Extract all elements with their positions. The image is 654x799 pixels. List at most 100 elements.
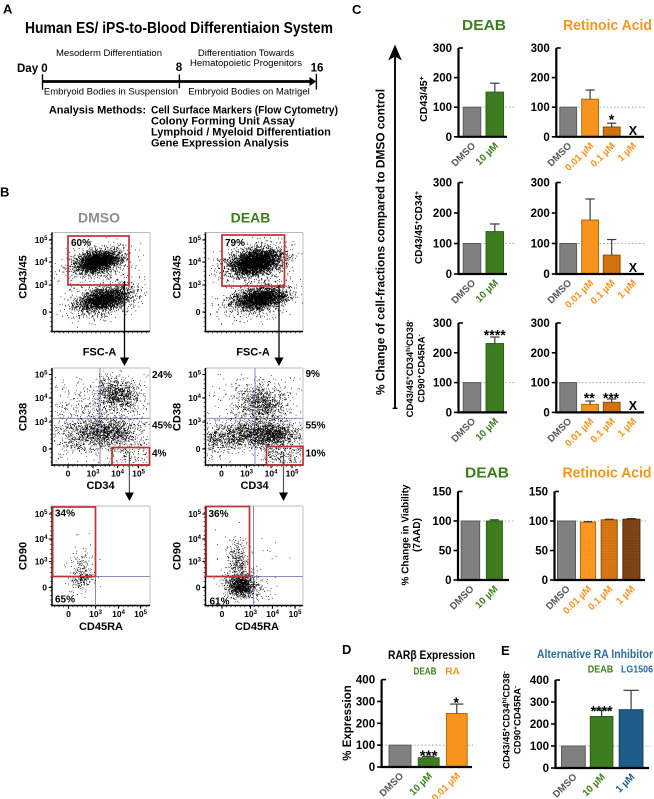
svg-text:9%: 9% xyxy=(306,369,321,380)
svg-text:0: 0 xyxy=(543,132,549,144)
svg-text:CD43/45+CD34hiCD38-: CD43/45+CD34hiCD38- xyxy=(405,320,416,418)
svg-text:0: 0 xyxy=(196,444,201,454)
svg-text:103: 103 xyxy=(89,609,102,619)
svg-text:300: 300 xyxy=(356,696,375,708)
svg-text:Retinoic Acid: Retinoic Acid xyxy=(563,465,652,482)
svg-text:200: 200 xyxy=(433,348,452,360)
svg-text:CD38: CD38 xyxy=(18,403,30,431)
svg-text:Embryoid Bodies on Matrigel: Embryoid Bodies on Matrigel xyxy=(188,87,309,98)
svg-text:Day 0: Day 0 xyxy=(17,63,48,75)
svg-text:200: 200 xyxy=(531,348,550,360)
svg-text:61%: 61% xyxy=(210,597,230,608)
svg-text:DEAB: DEAB xyxy=(462,17,506,34)
svg-text:103: 103 xyxy=(87,469,100,479)
svg-text:0: 0 xyxy=(543,269,549,281)
svg-text:***: *** xyxy=(420,747,438,764)
svg-text:104: 104 xyxy=(35,534,48,544)
svg-text:300: 300 xyxy=(531,178,550,190)
svg-text:**: ** xyxy=(584,390,595,407)
svg-text:105: 105 xyxy=(188,370,201,380)
svg-text:0: 0 xyxy=(219,469,224,479)
svg-text:RARβ Expression: RARβ Expression xyxy=(388,650,475,662)
svg-text:CD90: CD90 xyxy=(172,542,184,570)
svg-text:60%: 60% xyxy=(71,238,91,249)
svg-text:CD43/45+CD34hiCD38-: CD43/45+CD34hiCD38- xyxy=(501,671,512,769)
svg-text:0: 0 xyxy=(446,269,452,281)
svg-text:D: D xyxy=(342,642,351,657)
svg-text:100: 100 xyxy=(529,516,548,528)
svg-text:104: 104 xyxy=(35,257,48,267)
svg-text:100: 100 xyxy=(432,516,451,528)
svg-text:Lymphoid / Myeloid Differentia: Lymphoid / Myeloid Differentiation xyxy=(151,127,331,139)
svg-text:103: 103 xyxy=(240,469,253,479)
svg-text:B: B xyxy=(0,185,9,200)
svg-text:0: 0 xyxy=(196,307,201,317)
svg-text:104: 104 xyxy=(188,393,201,403)
svg-text:FSC-A: FSC-A xyxy=(83,347,117,359)
svg-text:CD43/45+: CD43/45+ xyxy=(418,76,430,122)
svg-text:65%: 65% xyxy=(55,595,75,606)
svg-text:16: 16 xyxy=(311,63,324,75)
svg-text:0: 0 xyxy=(369,762,375,774)
svg-text:100: 100 xyxy=(433,239,452,251)
svg-text:104: 104 xyxy=(188,534,201,544)
svg-text:Alternative RA Inhibitor: Alternative RA Inhibitor xyxy=(537,649,653,661)
svg-text:RA: RA xyxy=(445,666,460,678)
svg-text:CD43/45: CD43/45 xyxy=(18,255,30,298)
svg-text:X: X xyxy=(629,399,638,413)
svg-text:400: 400 xyxy=(356,675,375,687)
svg-text:105: 105 xyxy=(134,609,147,619)
svg-text:X: X xyxy=(629,261,638,275)
svg-text:% Change in Viability: % Change in Viability xyxy=(401,484,412,585)
svg-text:150: 150 xyxy=(529,487,548,499)
svg-text:300: 300 xyxy=(433,178,452,190)
svg-text:Gene Expression Analysis: Gene Expression Analysis xyxy=(151,138,289,150)
svg-text:79%: 79% xyxy=(225,238,245,249)
svg-text:CD45RA: CD45RA xyxy=(235,621,279,633)
svg-text:103: 103 xyxy=(188,417,201,427)
svg-text:Cell Surface Markers (Flow Cyt: Cell Surface Markers (Flow Cytometry) xyxy=(151,105,338,117)
svg-text:Colony Forming Unit Assay: Colony Forming Unit Assay xyxy=(151,116,296,128)
svg-text:0: 0 xyxy=(446,132,452,144)
svg-text:105: 105 xyxy=(286,469,299,479)
svg-text:0: 0 xyxy=(42,307,47,317)
svg-text:CD90+CD45RA-: CD90+CD45RA- xyxy=(512,686,523,754)
svg-text:X: X xyxy=(629,124,638,138)
svg-text:105: 105 xyxy=(35,370,48,380)
svg-text:Mesoderm Differentiation: Mesoderm Differentiation xyxy=(56,48,162,59)
svg-text:Human ES/ iPS-to-Blood Differe: Human ES/ iPS-to-Blood Differentiaion Sy… xyxy=(25,20,333,37)
svg-text:Retinoic Acid: Retinoic Acid xyxy=(563,17,652,34)
svg-text:103: 103 xyxy=(244,609,257,619)
svg-text:105: 105 xyxy=(35,235,48,245)
svg-text:LG1506: LG1506 xyxy=(621,664,653,676)
svg-text:50: 50 xyxy=(535,546,548,558)
svg-text:50: 50 xyxy=(439,546,452,558)
svg-text:CD43/45: CD43/45 xyxy=(172,255,184,298)
svg-text:CD34: CD34 xyxy=(86,480,115,492)
svg-text:A: A xyxy=(3,2,13,17)
svg-text:55%: 55% xyxy=(306,421,326,432)
svg-text:100: 100 xyxy=(433,378,452,390)
svg-text:300: 300 xyxy=(433,43,452,55)
svg-text:300: 300 xyxy=(531,43,550,55)
svg-text:105: 105 xyxy=(188,235,201,245)
svg-text:% Change of cell-fractions com: % Change of cell-fractions compared to D… xyxy=(376,89,388,395)
svg-text:100: 100 xyxy=(531,239,550,251)
svg-text:DEAB: DEAB xyxy=(231,210,271,226)
svg-text:CD43/45+CD34+: CD43/45+CD34+ xyxy=(414,191,425,264)
svg-text:104: 104 xyxy=(266,609,279,619)
svg-text:0: 0 xyxy=(445,575,451,587)
svg-text:100: 100 xyxy=(433,102,452,114)
svg-text:FSC-A: FSC-A xyxy=(236,347,270,359)
svg-text:0: 0 xyxy=(66,609,71,619)
svg-text:0: 0 xyxy=(543,763,549,775)
svg-text:C: C xyxy=(352,2,362,17)
svg-text:Embryoid Bodies in Suspension: Embryoid Bodies in Suspension xyxy=(44,87,178,98)
svg-text:DEAB: DEAB xyxy=(414,666,437,678)
svg-text:Hematopoietic Progenitors: Hematopoietic Progenitors xyxy=(190,58,302,69)
svg-text:*: * xyxy=(609,112,615,129)
svg-text:300: 300 xyxy=(433,318,452,330)
svg-text:103: 103 xyxy=(35,557,48,567)
svg-text:100: 100 xyxy=(356,740,375,752)
svg-text:4%: 4% xyxy=(152,449,167,460)
